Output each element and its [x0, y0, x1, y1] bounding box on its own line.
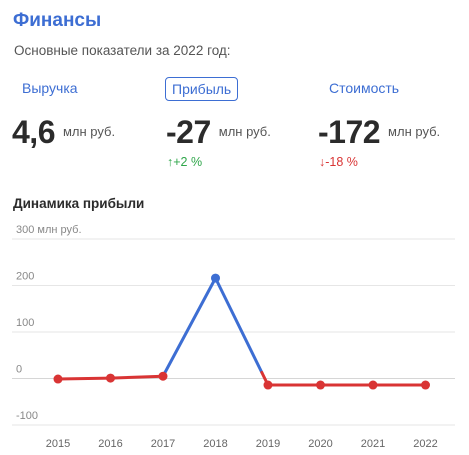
- metric-profit-value: -27: [166, 114, 211, 150]
- tab-profit[interactable]: Прибыль: [165, 77, 239, 101]
- metric-revenue-value: 4,6: [12, 114, 55, 150]
- x-tick-label: 2016: [98, 438, 122, 450]
- x-tick-label: 2015: [46, 438, 70, 450]
- tab-revenue[interactable]: Выручка: [22, 80, 78, 96]
- data-point[interactable]: [368, 380, 378, 390]
- series-line-segment: [109, 374, 165, 380]
- cost-change-badge: ↓-18 %: [319, 155, 358, 169]
- profit-change-badge: ↑+2 %: [167, 155, 203, 169]
- y-tick-label: 300 млн руб.: [16, 224, 82, 236]
- section-subtitle: Основные показатели за 2022 год:: [14, 43, 231, 58]
- x-tick-label: 2022: [413, 438, 437, 450]
- metric-cost: -172 млн руб.: [318, 114, 440, 151]
- x-tick-label: 2018: [203, 438, 227, 450]
- data-point[interactable]: [421, 380, 430, 390]
- series-line-segment: [214, 276, 264, 374]
- x-tick-label: 2020: [308, 438, 332, 450]
- metric-profit-unit: млн руб.: [218, 124, 271, 139]
- x-tick-label: 2017: [151, 438, 175, 450]
- data-point[interactable]: [106, 373, 115, 383]
- metric-revenue-unit: млн руб.: [62, 124, 116, 139]
- y-tick-label: 100: [16, 317, 34, 329]
- tab-cost[interactable]: Стоимость: [329, 80, 400, 96]
- y-tick-label: -100: [16, 410, 38, 422]
- data-point[interactable]: [316, 380, 325, 390]
- data-point[interactable]: [211, 273, 220, 283]
- data-point[interactable]: [158, 371, 168, 381]
- y-tick-label: 200: [16, 271, 34, 283]
- series-line-segment: [163, 276, 217, 374]
- y-tick-label: 0: [16, 364, 22, 376]
- chart-title: Динамика прибыли: [13, 196, 145, 211]
- metric-cost-unit: млн руб.: [388, 124, 441, 139]
- x-tick-label: 2021: [361, 438, 385, 450]
- x-tick-label: 2019: [256, 438, 280, 450]
- data-point[interactable]: [263, 380, 273, 390]
- metric-cost-value: -172: [318, 114, 381, 150]
- metric-profit: -27 млн руб.: [166, 114, 271, 151]
- metric-revenue: 4,6 млн руб.: [12, 114, 115, 151]
- data-point[interactable]: [53, 374, 63, 384]
- section-title: Финансы: [13, 10, 102, 31]
- series-line-segment: [56, 376, 112, 381]
